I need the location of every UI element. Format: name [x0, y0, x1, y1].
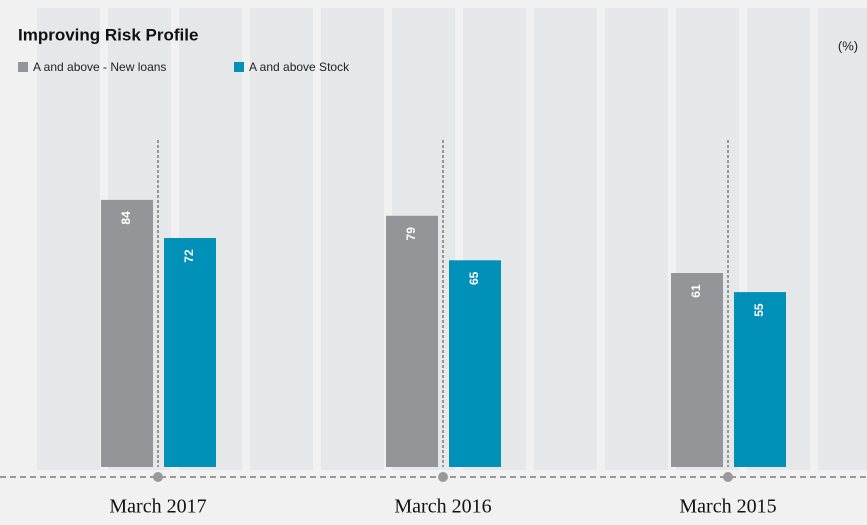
bar — [449, 260, 501, 467]
stripe — [605, 8, 668, 470]
stripe — [321, 8, 384, 470]
unit-label: (%) — [838, 38, 858, 53]
bar — [386, 215, 438, 467]
legend-label: A and above Stock — [249, 60, 350, 74]
stripe — [818, 8, 867, 470]
dot — [153, 472, 163, 482]
x-tick-label: March 2017 — [109, 496, 206, 518]
x-tick-label: March 2016 — [394, 496, 491, 518]
value-label: 65 — [467, 271, 481, 285]
bar — [671, 273, 723, 467]
stripe — [37, 8, 100, 470]
value-label: 84 — [119, 211, 133, 225]
dot — [723, 472, 733, 482]
chart-title: Improving Risk Profile — [18, 25, 198, 44]
legend-label: A and above - New loans — [33, 60, 166, 74]
stripe — [534, 8, 597, 470]
dot — [438, 472, 448, 482]
bar — [734, 292, 786, 467]
value-label: 61 — [689, 284, 703, 298]
bar — [101, 199, 153, 467]
value-label: 72 — [182, 249, 196, 263]
legend-swatch — [18, 62, 28, 72]
stripe — [250, 8, 313, 470]
x-tick-label: March 2015 — [679, 496, 776, 518]
value-label: 55 — [752, 303, 766, 317]
legend-swatch — [234, 62, 244, 72]
bar — [164, 238, 216, 467]
value-label: 79 — [404, 227, 418, 241]
